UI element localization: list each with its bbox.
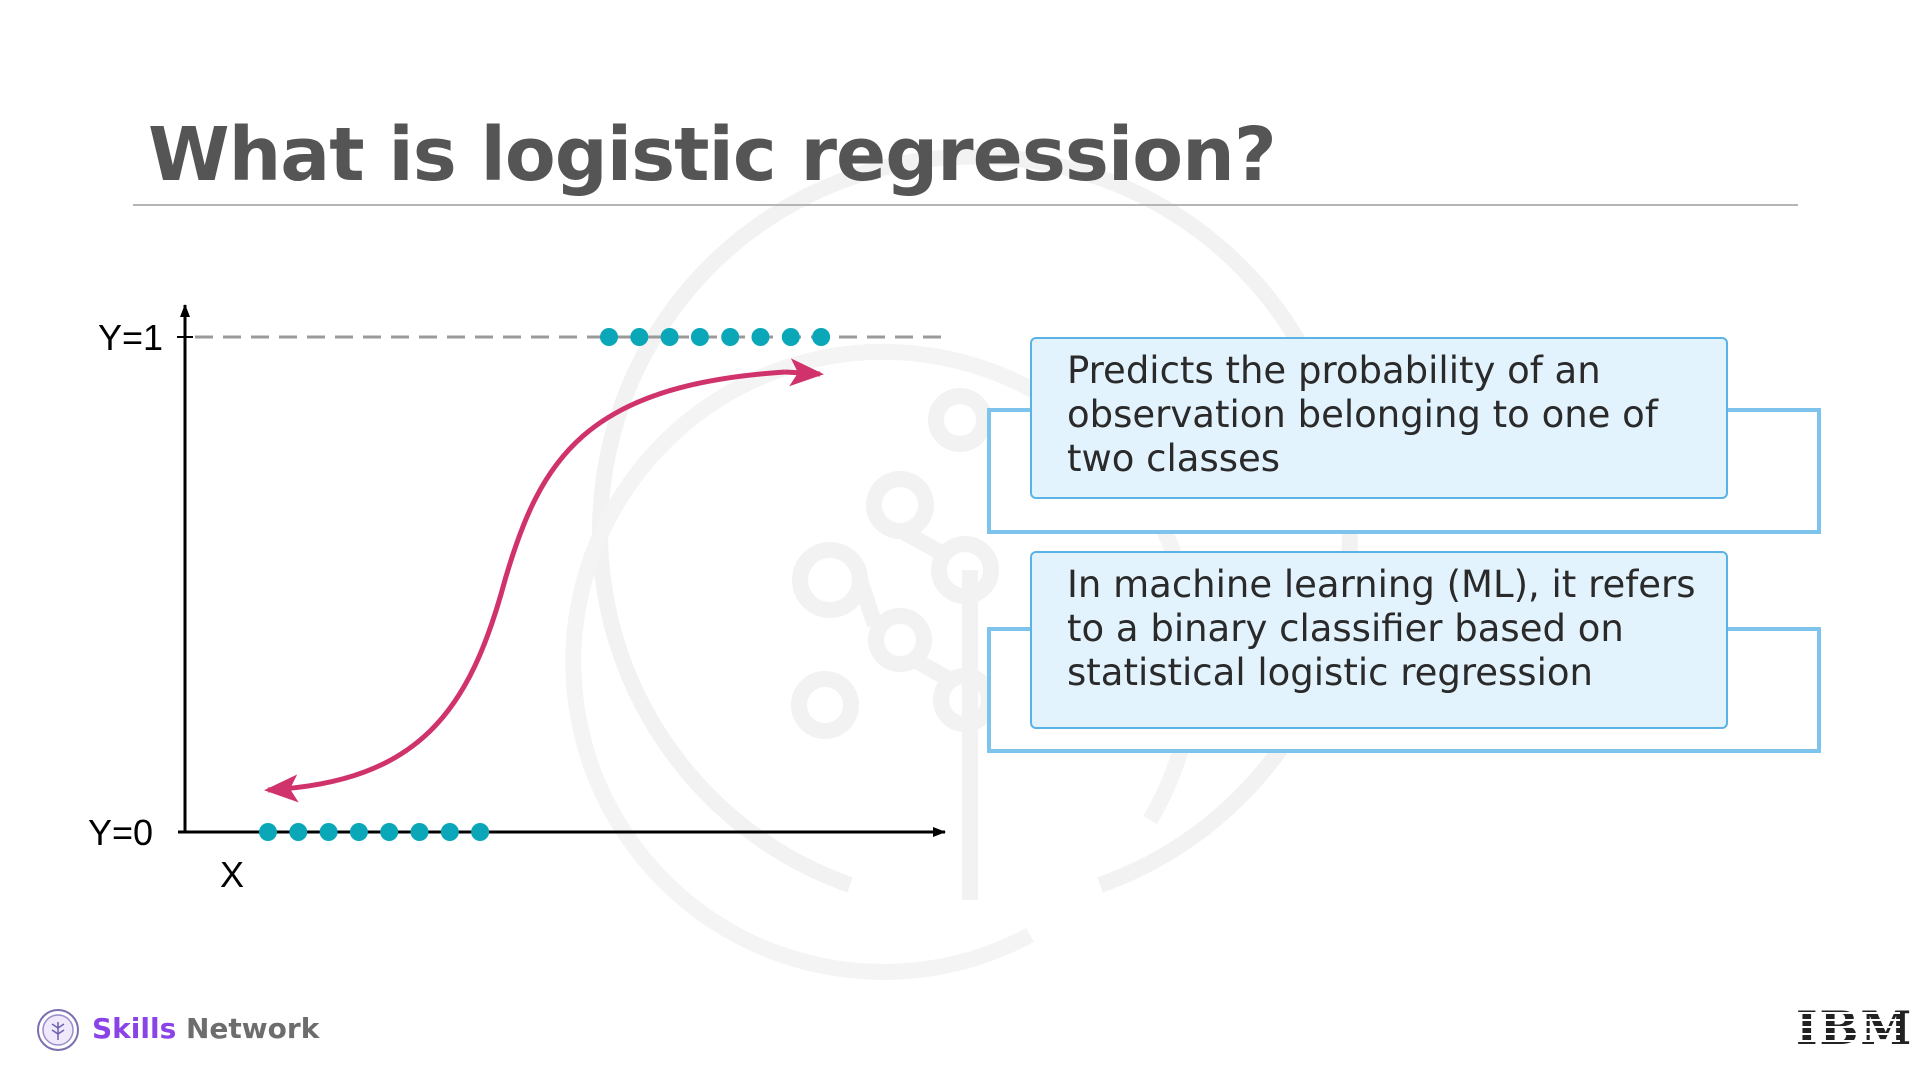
data-point-y1	[721, 328, 740, 346]
data-point-y1	[630, 328, 649, 346]
data-point-y1	[812, 328, 831, 346]
data-point-y1	[600, 328, 618, 346]
data-point-y0	[471, 823, 490, 841]
ibm-stripe	[1790, 1019, 1900, 1021]
data-point-y0	[410, 823, 429, 841]
ibm-stripe	[1790, 1012, 1900, 1014]
data-point-y1	[751, 328, 770, 346]
ibm-stripe	[1790, 1033, 1900, 1035]
data-point-y0	[289, 823, 308, 841]
ibm-stripe	[1790, 1040, 1900, 1042]
data-point-y0	[349, 823, 368, 841]
brand-accent: Skills	[92, 1012, 177, 1045]
ibm-stripe	[1790, 1026, 1900, 1028]
card-2: In machine learning (ML), it refers to a…	[1030, 551, 1728, 729]
logistic-chart: Y=1 Y=0 X	[88, 304, 946, 895]
card-1: Predicts the probability of an observati…	[1030, 337, 1728, 499]
data-point-y0	[380, 823, 399, 841]
title-divider	[133, 204, 1798, 206]
sigmoid-curve	[264, 369, 786, 803]
data-point-y1	[781, 328, 800, 346]
data-point-y0	[440, 823, 459, 841]
data-point-y1	[690, 328, 709, 346]
brand-rest: Network	[186, 1012, 320, 1045]
y0-label: Y=0	[88, 812, 153, 853]
card-1-text: Predicts the probability of an observati…	[1067, 349, 1658, 480]
footer-brand: Skills Network	[92, 1012, 319, 1045]
skills-network-logo-icon	[37, 1009, 79, 1051]
data-point-y0	[319, 823, 338, 841]
data-point-y1	[660, 328, 679, 346]
card-2-text: In machine learning (ML), it refers to a…	[1067, 563, 1696, 694]
data-point-y0	[259, 823, 277, 841]
slide-title: What is logistic regression?	[148, 112, 1277, 198]
ibm-logo-text: IBM	[1796, 1001, 1914, 1055]
y1-label: Y=1	[98, 317, 163, 358]
x-axis-label: X	[220, 854, 244, 895]
sigmoid-curve-start-arrow	[784, 358, 824, 387]
